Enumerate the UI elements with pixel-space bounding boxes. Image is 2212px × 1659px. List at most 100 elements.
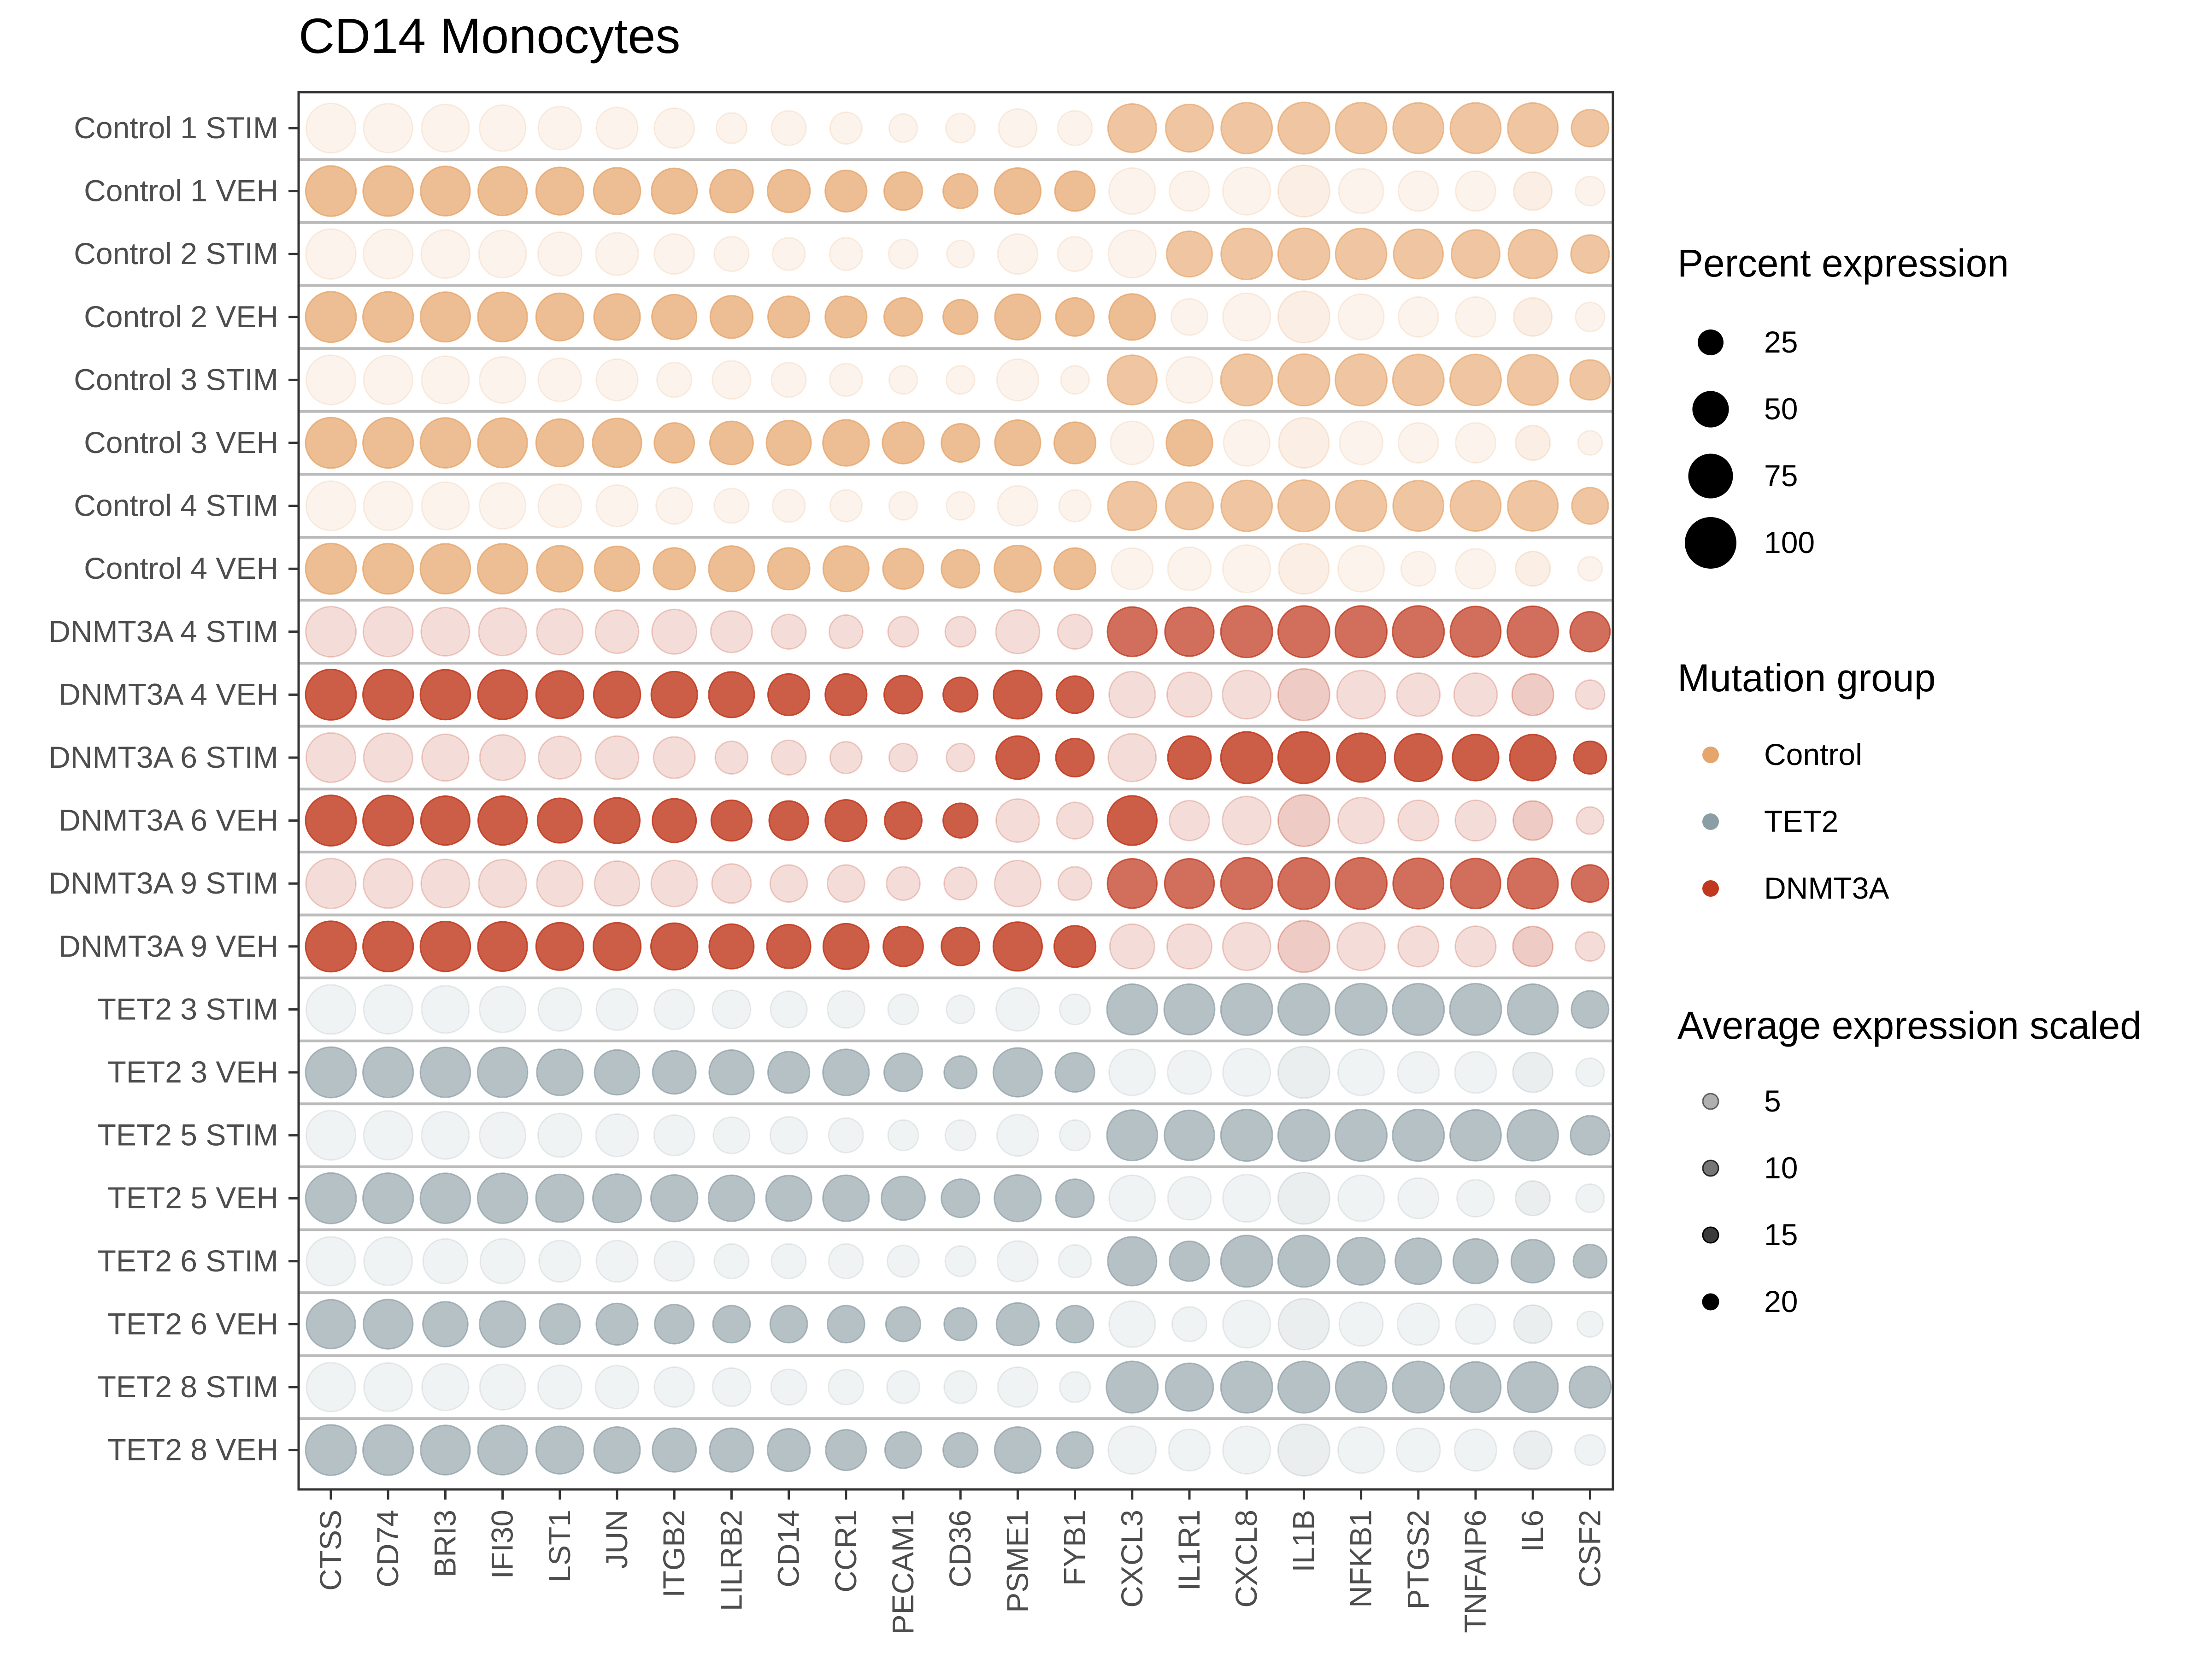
dot-mark [825,1429,867,1471]
legend-title-percent-expression: Percent expression [1677,241,2009,285]
dot-mark [994,167,1041,215]
dot-mark [769,1305,808,1344]
dot-mark [535,418,584,468]
dot-mark [1394,733,1443,782]
dot-mark [1106,858,1158,909]
x-tick-label: CD74 [371,1510,405,1588]
dot-mark [941,926,981,966]
dot-mark [771,110,807,147]
legend-color-label: TET2 [1764,804,1838,838]
dot-mark [536,608,584,656]
dot-mark [884,1431,923,1469]
dot-mark [946,491,976,521]
dot-mark [715,112,748,144]
dot-mark [888,113,918,143]
dot-mark [1222,1174,1271,1223]
dot-mark [362,794,414,847]
dot-mark [305,1046,357,1099]
dot-mark [881,1176,926,1221]
dot-mark [1109,923,1155,970]
dot-mark [992,921,1043,972]
dot-mark [946,994,976,1024]
y-tick-label: TET2 3 VEH [108,1055,278,1089]
dot-mark [651,294,698,340]
dot-mark [767,1051,811,1094]
dot-mark [421,1363,470,1412]
y-tick-label: DNMT3A 4 STIM [48,614,278,648]
legend-alpha-label: 20 [1764,1284,1798,1318]
dot-mark [888,742,918,773]
dot-mark [535,1173,585,1223]
x-tick-label: LILRB2 [714,1510,748,1611]
dot-mark [1060,365,1090,395]
dot-mark [995,735,1040,780]
dot-mark [538,1240,582,1283]
dot-mark [888,239,919,270]
dot-mark [826,864,865,903]
dot-mark [1575,931,1606,962]
y-tick-label: DNMT3A 4 VEH [59,677,278,711]
dot-mark [363,229,414,280]
dot-mark [888,365,918,395]
dot-mark [1277,982,1330,1036]
x-tick-label: CXCL8 [1229,1510,1263,1608]
dot-mark [1449,982,1502,1036]
dot-mark [829,489,863,523]
dot-mark [1108,1300,1156,1348]
dot-mark [828,1117,864,1153]
dot-mark [1392,480,1445,532]
dot-mark [1222,1300,1271,1349]
dot-mark [536,545,584,593]
dot-mark [767,673,811,717]
dot-mark [1277,353,1330,406]
dot-mark [993,670,1043,720]
dot-mark [1570,234,1610,274]
dot-mark [1515,1180,1551,1217]
x-tick-label: PECAM1 [886,1510,920,1635]
dot-mark [946,240,975,269]
dot-mark [653,988,695,1030]
dot-mark [478,607,527,657]
dot-mark [1167,1050,1212,1095]
dot-mark [535,922,584,971]
dot-mark [1058,489,1092,523]
dot-mark [1164,858,1215,909]
dot-mark [420,606,471,657]
dot-mark [770,990,808,1029]
dot-mark [1169,800,1210,841]
dot-mark [477,1047,529,1098]
dot-mark [305,1172,357,1224]
dot-mark [653,547,696,591]
dot-mark [708,923,755,970]
dot-mark [653,736,696,779]
dot-mark [994,859,1041,907]
dot-mark [1506,1109,1559,1162]
dot-mark [824,799,868,842]
dot-mark [1106,1109,1159,1162]
dot-mark [305,1110,357,1161]
dot-mark [886,1370,920,1404]
dot-mark [1055,738,1095,777]
x-tick-label: IFI30 [485,1510,519,1579]
dot-mark [829,741,863,774]
dot-mark [1277,101,1330,155]
dot-mark [653,107,695,149]
dot-mark [1392,857,1445,910]
dot-mark [419,543,471,594]
dot-mark [1571,864,1610,903]
dot-mark [771,488,806,523]
dot-mark [1335,982,1388,1036]
dot-mark [1169,1240,1210,1282]
dot-mark [1337,545,1385,593]
y-tick-label: TET2 8 VEH [108,1433,278,1467]
legend-alpha-swatch [1702,1293,1719,1311]
dot-mark [1220,1235,1273,1288]
dot-mark [594,1365,640,1410]
dot-mark [420,1424,471,1476]
dot-mark [537,987,582,1032]
legend-title-average-expression: Average expression scaled [1677,1004,2141,1047]
dot-mark [419,417,471,469]
dot-mark [1571,487,1609,525]
dot-mark [1110,420,1155,465]
dot-mark [1053,925,1097,968]
